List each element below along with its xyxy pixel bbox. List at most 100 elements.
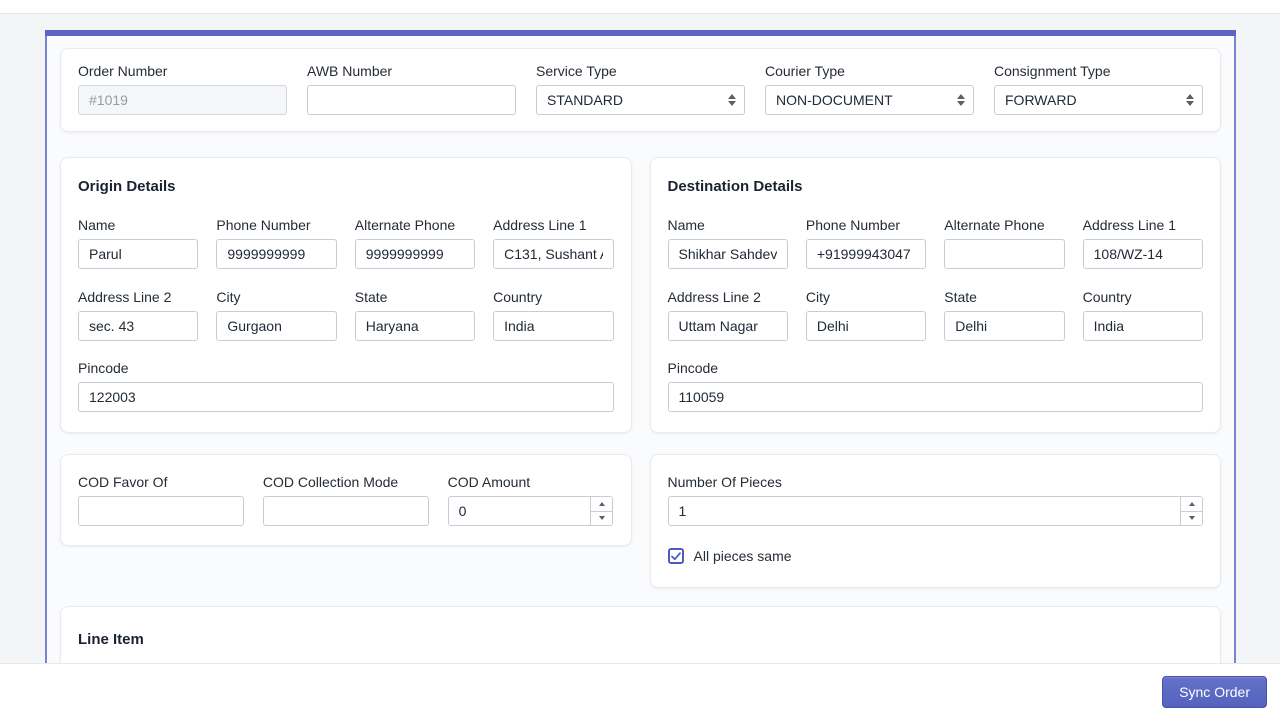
number-of-pieces-field: Number Of Pieces: [667, 474, 1203, 526]
cod-card: COD Favor Of COD Collection Mode COD Amo…: [60, 454, 632, 546]
courier-type-field: Courier Type NON-DOCUMENT: [765, 63, 974, 115]
increment-button[interactable]: [591, 497, 613, 511]
origin-city-label: City: [216, 289, 241, 305]
origin-address1-field: Address Line 1: [493, 217, 614, 269]
destination-address1-label: Address Line 1: [1082, 217, 1177, 233]
increment-button[interactable]: [1181, 497, 1202, 511]
destination-state-input[interactable]: [944, 311, 1065, 341]
modal-body: Order Number AWB Number Service Type STA…: [47, 36, 1234, 706]
sync-order-button[interactable]: Sync Order: [1162, 676, 1267, 708]
destination-address1-field: Address Line 1: [1082, 217, 1203, 269]
order-summary-card: Order Number AWB Number Service Type STA…: [60, 48, 1221, 132]
cod-amount-input[interactable]: [447, 496, 614, 526]
service-type-value: STANDARD: [547, 92, 623, 108]
courier-type-label: Courier Type: [765, 63, 845, 79]
origin-name-label: Name: [78, 217, 116, 233]
order-number-input[interactable]: [78, 85, 287, 115]
origin-pincode-input[interactable]: [78, 382, 614, 412]
line-item-title: Line Item: [78, 631, 144, 648]
service-type-label: Service Type: [536, 63, 617, 79]
origin-city-input[interactable]: [216, 311, 337, 341]
courier-type-value: NON-DOCUMENT: [776, 92, 893, 108]
origin-address1-label: Address Line 1: [493, 217, 587, 233]
destination-phone-label: Phone Number: [805, 217, 901, 233]
destination-details-card: Destination Details Name Phone Number Al…: [649, 157, 1221, 433]
all-pieces-same-checkbox[interactable]: All pieces same: [667, 548, 792, 564]
origin-address1-input[interactable]: [493, 239, 614, 269]
origin-details-card: Origin Details Name Phone Number Alterna…: [60, 157, 632, 433]
number-of-pieces-spinner: [1180, 497, 1202, 525]
destination-name-input[interactable]: [667, 239, 788, 269]
destination-city-field: City: [805, 289, 927, 341]
destination-alternate-phone-field: Alternate Phone: [944, 217, 1065, 269]
cod-amount-field: COD Amount: [447, 474, 614, 526]
origin-state-field: State: [354, 289, 476, 341]
decrement-button[interactable]: [1181, 510, 1202, 525]
awb-number-label: AWB Number: [307, 63, 393, 79]
destination-city-label: City: [805, 289, 830, 305]
origin-city-field: City: [216, 289, 337, 341]
cod-collection-mode-label: COD Collection Mode: [262, 474, 399, 490]
cod-collection-mode-input[interactable]: [262, 496, 429, 526]
select-caret-icon: [957, 94, 965, 106]
origin-address2-field: Address Line 2: [78, 289, 199, 341]
consignment-type-label: Consignment Type: [994, 63, 1111, 79]
decrement-button[interactable]: [591, 510, 613, 525]
destination-pincode-field: Pincode: [667, 360, 1203, 412]
origin-phone-label: Phone Number: [216, 217, 311, 233]
awb-number-input[interactable]: [307, 85, 516, 115]
destination-address2-input[interactable]: [667, 311, 788, 341]
origin-name-field: Name: [78, 217, 199, 269]
origin-details-title: Origin Details: [78, 178, 176, 195]
origin-address2-label: Address Line 2: [78, 289, 172, 305]
consignment-type-select[interactable]: FORWARD: [994, 85, 1203, 115]
select-caret-icon: [1186, 94, 1194, 106]
consignment-type-value: FORWARD: [1005, 92, 1077, 108]
origin-phone-input[interactable]: [216, 239, 337, 269]
cod-favor-of-label: COD Favor Of: [78, 474, 168, 490]
destination-details-title: Destination Details: [667, 178, 803, 195]
cod-collection-mode-field: COD Collection Mode: [262, 474, 429, 526]
all-pieces-same-label: All pieces same: [693, 548, 792, 564]
destination-pincode-input[interactable]: [667, 382, 1203, 412]
select-caret-icon: [728, 94, 736, 106]
cod-favor-of-field: COD Favor Of: [78, 474, 244, 526]
order-number-field: Order Number: [78, 63, 287, 115]
origin-name-input[interactable]: [78, 239, 199, 269]
destination-address2-label: Address Line 2: [667, 289, 761, 305]
courier-type-select[interactable]: NON-DOCUMENT: [765, 85, 974, 115]
origin-phone-field: Phone Number: [216, 217, 337, 269]
number-of-pieces-input[interactable]: [667, 496, 1203, 526]
origin-alternate-phone-input[interactable]: [354, 239, 476, 269]
service-type-select[interactable]: STANDARD: [536, 85, 745, 115]
destination-address2-field: Address Line 2: [667, 289, 788, 341]
destination-state-field: State: [944, 289, 1065, 341]
origin-country-field: Country: [493, 289, 614, 341]
destination-phone-input[interactable]: [805, 239, 927, 269]
destination-address1-input[interactable]: [1082, 239, 1203, 269]
destination-country-input[interactable]: [1082, 311, 1203, 341]
destination-state-label: State: [944, 289, 977, 305]
checkbox-checked-icon[interactable]: [667, 548, 684, 564]
consignment-type-field: Consignment Type FORWARD: [994, 63, 1203, 115]
origin-state-label: State: [354, 289, 388, 305]
cod-favor-of-input[interactable]: [78, 496, 244, 526]
service-type-field: Service Type STANDARD: [536, 63, 745, 115]
number-of-pieces-label: Number Of Pieces: [667, 474, 782, 490]
destination-city-input[interactable]: [805, 311, 927, 341]
modal-footer: Sync Order: [0, 663, 1280, 720]
origin-state-input[interactable]: [354, 311, 476, 341]
cod-amount-spinner: [590, 497, 613, 525]
origin-country-input[interactable]: [493, 311, 614, 341]
origin-pincode-field: Pincode: [78, 360, 614, 412]
destination-pincode-label: Pincode: [667, 360, 719, 376]
sync-order-modal: Order Number AWB Number Service Type STA…: [45, 30, 1236, 720]
destination-country-field: Country: [1082, 289, 1203, 341]
origin-address2-input[interactable]: [78, 311, 199, 341]
origin-alternate-phone-label: Alternate Phone: [354, 217, 456, 233]
destination-alternate-phone-input[interactable]: [944, 239, 1065, 269]
destination-alternate-phone-label: Alternate Phone: [944, 217, 1045, 233]
order-number-label: Order Number: [78, 63, 168, 79]
destination-country-label: Country: [1082, 289, 1132, 305]
modal-accent-bar: [45, 30, 1236, 36]
